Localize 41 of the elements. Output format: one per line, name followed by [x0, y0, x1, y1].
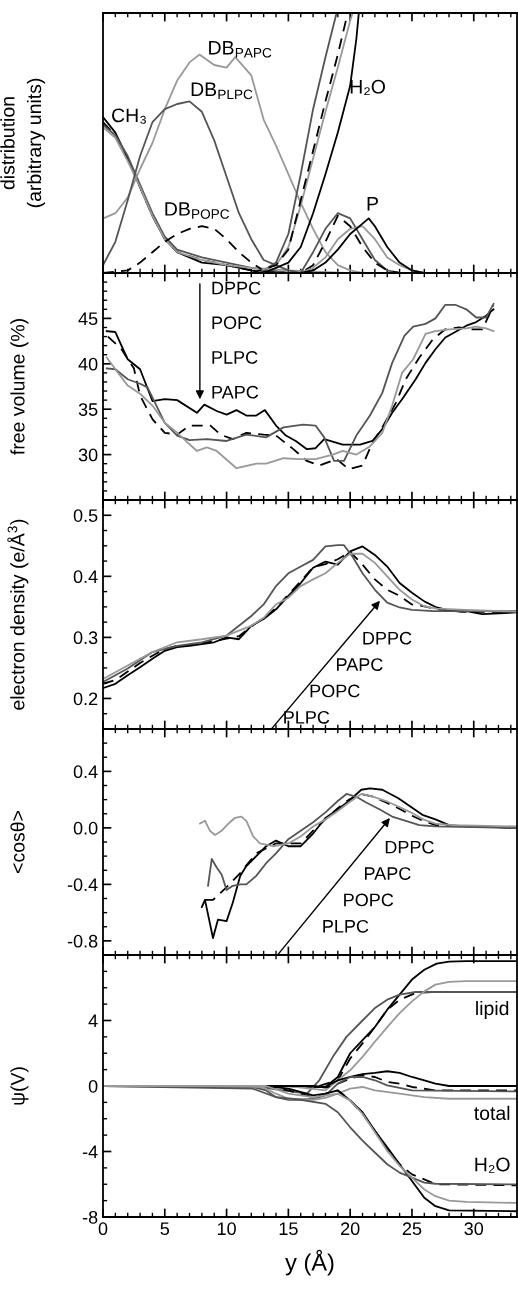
x-tick-label: 5	[160, 1222, 170, 1236]
y-tick-label: 30	[78, 448, 98, 462]
annotation: lipid	[476, 1000, 509, 1020]
annotation: DPPC PAPC POPC PLPC	[284, 631, 412, 724]
y-tick-label: -4	[82, 1145, 98, 1159]
x-axis-title: y (Å)	[285, 1249, 334, 1276]
x-tick-label: 10	[217, 1222, 236, 1236]
x-tick-label: 20	[341, 1222, 360, 1236]
y-tick-label: 0.4	[73, 765, 98, 779]
y-tick-label: 35	[78, 403, 98, 416]
y-tick-label: -0.8	[67, 934, 98, 948]
annotation: H₂O	[475, 1157, 510, 1173]
annotation: total	[474, 1105, 510, 1121]
text: DPPC POPC PLPC PAPC	[212, 281, 262, 399]
y-axis-title: ψ(V)	[10, 1067, 29, 1105]
y-tick-label: 0.4	[73, 570, 98, 584]
annotation: DB$_{PAPC}$	[209, 41, 272, 58]
y-axis-title: distribution (arbitrary units)	[0, 78, 46, 208]
y-tick-label: 0	[88, 1079, 98, 1093]
x-tick-label: 15	[279, 1222, 298, 1236]
x-tick-label: 0	[98, 1222, 108, 1236]
y-tick-label: 0.2	[73, 692, 98, 706]
annotation: P	[367, 197, 378, 211]
y-tick-label: 45	[78, 312, 98, 326]
annotation: DPPC PAPC POPC PLPC	[323, 840, 434, 933]
annotation: DB$_{POPC}$	[165, 202, 230, 219]
y-tick-label: 0.0	[73, 821, 98, 835]
y-tick-label: 4	[88, 1014, 98, 1028]
y-tick-label: 40	[78, 357, 98, 371]
y-axis-title: <cosθ>	[10, 811, 25, 873]
y-tick-label: 0.3	[73, 631, 98, 645]
y-tick-label: -0.4	[67, 878, 98, 892]
annotation: H₂O	[350, 79, 385, 96]
x-tick-label: 25	[402, 1222, 422, 1236]
y-tick-label: 0.5	[73, 509, 98, 522]
annotation: DB$_{PLPC}$	[191, 82, 253, 100]
y-axis-title: free volume (%)	[10, 319, 29, 455]
y-axis-title: electron density (e/Å$^{3}$)	[7, 519, 29, 710]
y-tick-label: -8	[82, 1210, 98, 1224]
x-tick-label: 30	[464, 1222, 484, 1236]
annotation: CH₃	[112, 108, 146, 124]
